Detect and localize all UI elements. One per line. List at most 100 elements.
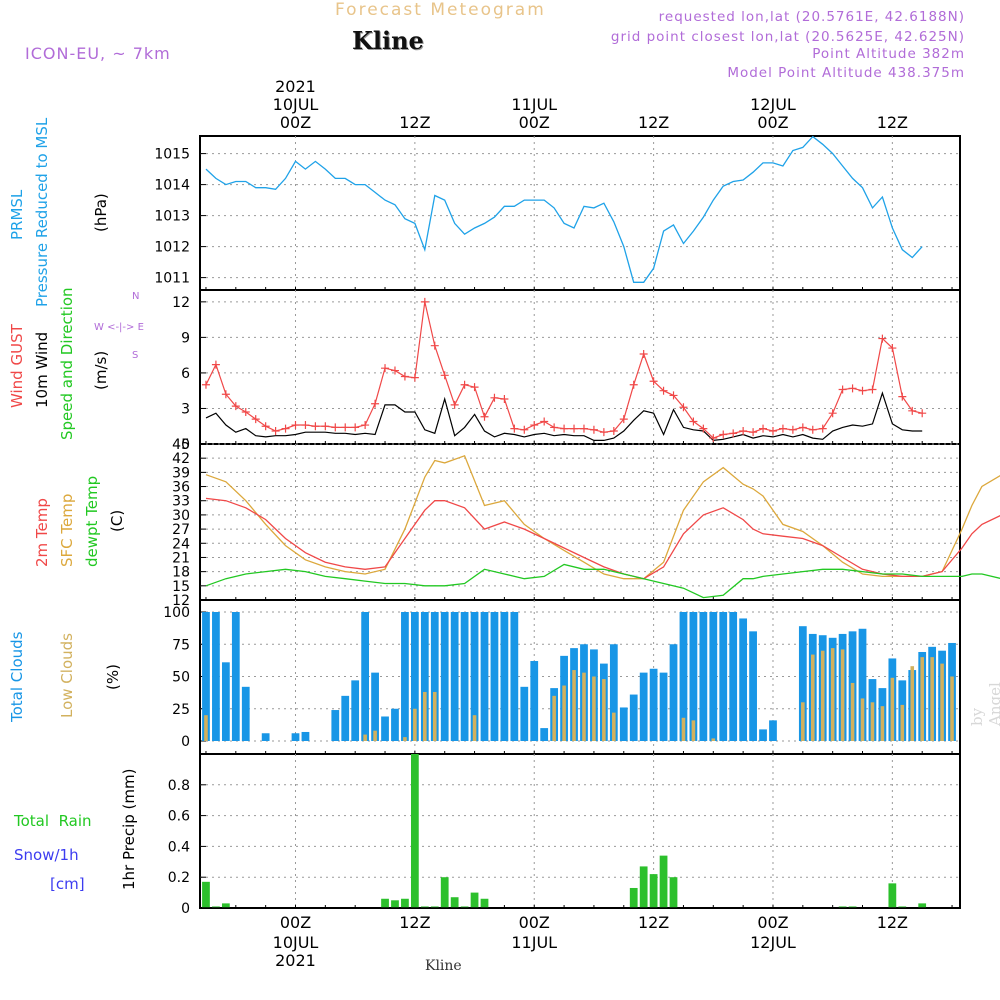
rain-bar (381, 898, 389, 908)
rain-bar (420, 906, 429, 908)
low-cloud-bar (810, 654, 815, 741)
total-cloud-bar (520, 686, 529, 741)
wind-gust-marker (211, 360, 220, 369)
low-cloud-bar (562, 685, 566, 741)
total-cloud-bar (450, 612, 459, 741)
y-tick-label: 24 (172, 536, 190, 552)
y-tick-label: 0.6 (168, 809, 190, 825)
wind-gust-marker (739, 426, 748, 435)
pressure-panel: 1011 1012 1013 1014 1015 PRMSL Pressure Redu… (8, 117, 961, 307)
y-tick-label: 12 (172, 593, 190, 609)
low-cloud-bar (373, 730, 377, 741)
y-tick-label: 39 (172, 465, 190, 481)
low-cloud-bar (572, 670, 576, 741)
total-cloud-bar (540, 728, 549, 741)
y-tick-label: 9 (181, 330, 190, 346)
wind-gust-marker (838, 385, 847, 394)
total-cloud-bar (729, 612, 738, 741)
top-hour-label: 12Z (399, 113, 430, 132)
rain-bar (202, 881, 210, 908)
total-cloud-bar (759, 729, 767, 741)
wind-gust-marker (818, 424, 827, 433)
y-tick-label: 1013 (154, 209, 190, 225)
top-hour-label: 12Z (638, 113, 669, 132)
wind-label-10m: 10m Wind (33, 332, 51, 408)
pressure-unit-label: (hPa) (92, 193, 110, 232)
total-cloud-bar (530, 661, 539, 741)
top-day-label: 11JUL (511, 95, 557, 114)
low-cloud-bar (830, 648, 835, 741)
bottom-hour-label: 12Z (877, 913, 908, 932)
low-cloud-bar (602, 679, 606, 741)
wind-gust-marker (719, 430, 728, 439)
temp-label-2m: 2m Temp (33, 498, 51, 567)
wind-gust-marker (221, 390, 230, 399)
grid-point-location: grid point closest lon,lat (20.5625E, 42… (610, 29, 965, 45)
low-cloud-bar (860, 698, 865, 741)
total-cloud-bar (440, 612, 449, 741)
wind-gust-marker (908, 406, 917, 415)
wind-gust-marker (480, 412, 489, 421)
wind-gust-marker (351, 423, 360, 432)
wind-gust-marker (361, 421, 370, 430)
rain-bar (430, 906, 439, 908)
panel-frame (199, 135, 961, 291)
wind-gust-marker (341, 423, 350, 432)
wind-gust-marker (798, 423, 807, 432)
low-cloud-bar (890, 677, 895, 741)
total-cloud-bar (470, 612, 479, 741)
compass-ew: W <-|-> E (94, 322, 144, 333)
wind-gust-marker (729, 429, 738, 438)
wind-gust-marker (629, 380, 638, 389)
rain-bar (480, 898, 489, 908)
wind-gust-marker (868, 385, 877, 394)
y-tick-label: 6 (181, 366, 190, 382)
rain-bar (212, 906, 220, 908)
wind-gust-marker (301, 421, 310, 430)
total-cloud-bar (709, 612, 718, 741)
wind-gust-marker (878, 334, 887, 343)
wind-gust-marker (778, 424, 787, 433)
y-tick-label: 45 (172, 437, 190, 453)
cloud-panel: 0 25 50 75 100 Total Clouds Low Clouds (%) (8, 599, 961, 755)
total-cloud-bar (261, 733, 270, 741)
total-cloud-bar (609, 644, 618, 741)
low-cloud-bar (950, 676, 954, 741)
bottom-hour-label: 12Z (638, 913, 669, 932)
total-cloud-bar (689, 612, 698, 741)
cloud-label-total: Total Clouds (8, 631, 26, 723)
total-cloud-bar (401, 612, 409, 741)
wind-gust-marker (530, 421, 539, 430)
wind-gust-marker (689, 417, 698, 426)
bottom-day-label: 11JUL (511, 933, 557, 952)
wind-gust-marker (410, 373, 419, 382)
wind-gust-marker (609, 426, 618, 435)
low-cloud-bar (840, 649, 845, 741)
wind-gust-marker (579, 424, 588, 433)
bottom-hour-label: 00Z (519, 913, 550, 932)
y-tick-label: 33 (172, 494, 190, 510)
low-cloud-bar (850, 682, 855, 741)
wind-gust-marker (649, 377, 658, 386)
total-cloud-bar (291, 733, 300, 741)
wind-gust-marker (261, 422, 270, 431)
y-tick-label: 0 (181, 437, 190, 453)
low-cloud-bar (592, 676, 596, 741)
total-cloud-bar (510, 612, 519, 741)
wind-gust-marker (888, 344, 897, 353)
model-name: ICON-EU, ~ 7km (25, 44, 171, 63)
wind-gust-marker (460, 380, 469, 389)
wind-gust-marker (828, 409, 837, 418)
wind-gust-marker (570, 424, 579, 433)
total-cloud-bar (420, 612, 429, 741)
wind-gust-marker (560, 424, 569, 433)
total-cloud-bar (331, 710, 340, 741)
wind-gust-marker (918, 409, 927, 418)
total-cloud-bar (739, 618, 748, 741)
requested-location: requested lon,lat (20.5761E, 42.6188N) (658, 9, 965, 25)
low-cloud-bar (691, 720, 696, 741)
watermark: by Angel (968, 682, 1000, 726)
low-cloud-bar (204, 715, 208, 741)
